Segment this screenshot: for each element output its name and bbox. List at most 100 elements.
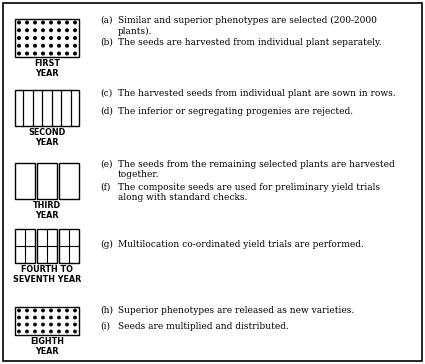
Text: (d): (d) [100,107,113,116]
Circle shape [26,52,28,55]
Circle shape [18,309,20,312]
Circle shape [34,52,36,55]
Bar [59,163,79,199]
Circle shape [50,29,52,32]
Circle shape [50,52,52,55]
Circle shape [66,29,68,32]
Circle shape [66,44,68,47]
Circle shape [18,44,20,47]
Text: (h): (h) [100,306,113,315]
Circle shape [58,29,60,32]
Circle shape [42,52,44,55]
Text: The harvested seeds from individual plant are sown in rows.: The harvested seeds from individual plan… [118,89,396,98]
Circle shape [74,21,76,24]
Circle shape [42,44,44,47]
Circle shape [42,309,44,312]
Text: Seeds are multiplied and distributed.: Seeds are multiplied and distributed. [118,322,289,331]
Text: Superior phenotypes are released as new varieties.: Superior phenotypes are released as new … [118,306,354,315]
Circle shape [42,330,44,333]
Circle shape [74,316,76,319]
Circle shape [18,323,20,326]
Bar [59,229,79,263]
Circle shape [74,323,76,326]
Bar [15,229,35,263]
Circle shape [18,21,20,24]
Circle shape [66,330,68,333]
Circle shape [26,21,28,24]
Text: The composite seeds are used for preliminary yield trials
along with standard ch: The composite seeds are used for prelimi… [118,183,380,202]
Circle shape [26,29,28,32]
Text: (a): (a) [100,16,113,25]
Circle shape [34,44,36,47]
Circle shape [26,330,28,333]
Circle shape [34,29,36,32]
Circle shape [18,29,20,32]
Text: (g): (g) [100,240,113,249]
Circle shape [66,309,68,312]
Circle shape [34,316,36,319]
Circle shape [50,330,52,333]
Circle shape [66,21,68,24]
Circle shape [26,309,28,312]
Circle shape [34,330,36,333]
Bar [15,19,79,57]
Circle shape [42,21,44,24]
Text: EIGHTH
YEAR: EIGHTH YEAR [30,337,64,356]
Circle shape [50,37,52,39]
Circle shape [66,323,68,326]
Circle shape [58,52,60,55]
Circle shape [74,37,76,39]
Circle shape [26,323,28,326]
Circle shape [18,316,20,319]
Circle shape [74,52,76,55]
Circle shape [58,21,60,24]
Text: (b): (b) [100,38,113,47]
Circle shape [34,21,36,24]
Circle shape [74,309,76,312]
Circle shape [66,52,68,55]
Circle shape [50,309,52,312]
Circle shape [74,44,76,47]
Text: (f): (f) [100,183,111,192]
Circle shape [74,29,76,32]
Text: The seeds from the remaining selected plants are harvested
together.: The seeds from the remaining selected pl… [118,160,395,179]
Circle shape [58,44,60,47]
Text: (c): (c) [100,89,112,98]
Circle shape [74,330,76,333]
Text: FOURTH TO
SEVENTH YEAR: FOURTH TO SEVENTH YEAR [13,265,81,284]
Circle shape [50,21,52,24]
Circle shape [58,309,60,312]
Circle shape [18,52,20,55]
Bar [15,163,35,199]
Circle shape [42,29,44,32]
Circle shape [26,37,28,39]
Text: The inferior or segregating progenies are rejected.: The inferior or segregating progenies ar… [118,107,353,116]
Text: SECOND
YEAR: SECOND YEAR [28,128,65,147]
Circle shape [42,316,44,319]
Text: THIRD
YEAR: THIRD YEAR [33,201,61,220]
Text: The seeds are harvested from individual plant separately.: The seeds are harvested from individual … [118,38,382,47]
Circle shape [26,44,28,47]
Bar [37,163,57,199]
Text: (e): (e) [100,160,113,169]
Circle shape [50,44,52,47]
Circle shape [58,323,60,326]
Text: (i): (i) [100,322,110,331]
Text: Similar and superior phenotypes are selected (200-2000
plants).: Similar and superior phenotypes are sele… [118,16,377,36]
Circle shape [34,309,36,312]
Bar [15,90,79,126]
Circle shape [58,316,60,319]
Circle shape [42,323,44,326]
Circle shape [34,37,36,39]
Circle shape [66,316,68,319]
Circle shape [66,37,68,39]
Circle shape [18,330,20,333]
Circle shape [58,37,60,39]
Circle shape [34,323,36,326]
Circle shape [26,316,28,319]
Text: FIRST
YEAR: FIRST YEAR [34,59,60,78]
Bar [37,229,57,263]
Circle shape [58,330,60,333]
Bar [15,307,79,335]
Circle shape [50,323,52,326]
